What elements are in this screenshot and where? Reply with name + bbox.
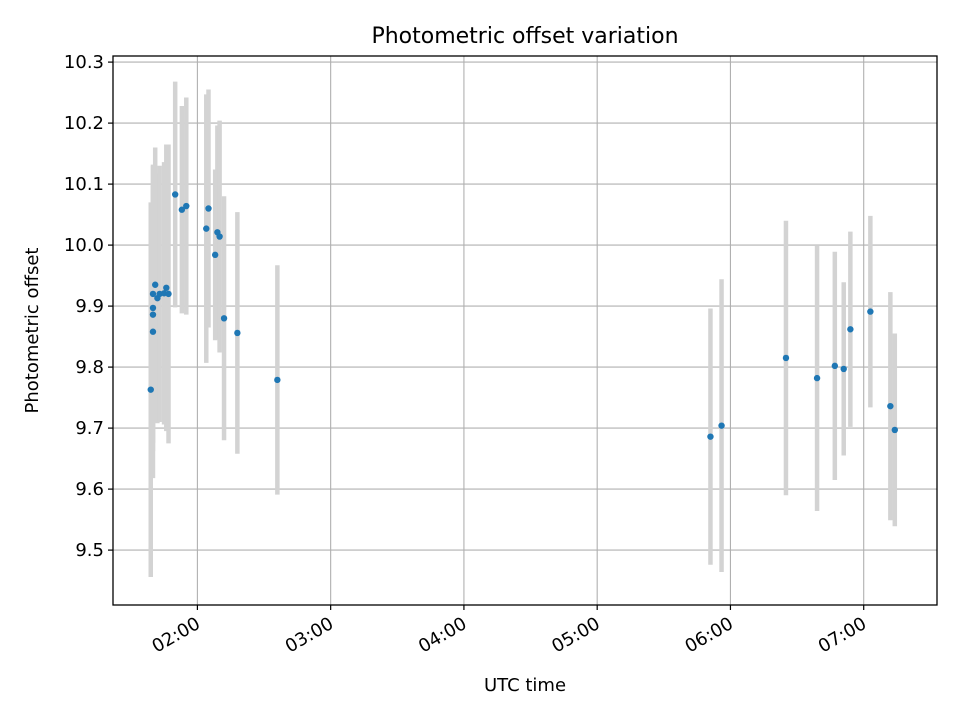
y-tick-label: 9.7 [75, 418, 104, 439]
data-point [149, 311, 157, 318]
y-tick-label: 9.6 [75, 479, 104, 500]
y-tick-label: 9.9 [75, 296, 104, 317]
data-point [183, 202, 190, 210]
data-point [163, 284, 170, 291]
y-tick-label: 10.1 [64, 174, 104, 195]
y-tick-label: 10.2 [64, 113, 104, 134]
data-point [707, 433, 714, 440]
data-point [840, 365, 847, 373]
y-tick-label: 10.0 [64, 235, 104, 256]
data-point [718, 422, 725, 429]
x-tick-label: 02:00 [148, 613, 203, 657]
y-tick-label: 10.3 [64, 52, 104, 73]
x-tick-label: 04:00 [415, 613, 470, 657]
data-point [847, 326, 854, 333]
data-point [274, 376, 281, 384]
x-tick-label: 05:00 [548, 613, 603, 657]
data-point [813, 374, 821, 382]
data-point [147, 386, 154, 393]
data-point [178, 206, 186, 213]
axis-ticks: 02:00 03:00 04:00 05:00 06:00 07:00 9.5 9.6 9.7 9… [64, 52, 870, 657]
y-axis-label: Photometric offset [22, 248, 43, 414]
data-point [211, 251, 219, 259]
y-tick-label: 9.5 [75, 540, 104, 561]
data-point [867, 308, 874, 315]
data-point [782, 354, 790, 362]
data-point [149, 290, 157, 298]
data-point [205, 205, 212, 212]
data-point [149, 328, 157, 335]
data-point [216, 233, 223, 240]
data-point [891, 426, 899, 434]
data-points [147, 191, 899, 440]
chart-title: Photometric offset variation [371, 24, 678, 49]
grid [113, 56, 937, 605]
data-point [203, 225, 210, 232]
x-axis-label: UTC time [484, 675, 566, 696]
x-tick-label: 06:00 [682, 613, 737, 657]
data-point [220, 315, 228, 322]
x-tick-label: 07:00 [815, 613, 870, 657]
error-bars [148, 81, 898, 577]
data-point [165, 290, 172, 298]
data-point [887, 402, 894, 410]
y-tick-label: 9.8 [75, 357, 104, 378]
data-point [831, 362, 839, 370]
data-point [149, 304, 157, 312]
data-point [234, 329, 241, 337]
plot-frame [112, 55, 938, 606]
x-tick-label: 03:00 [282, 613, 337, 657]
data-point [151, 281, 159, 288]
data-point [171, 191, 179, 198]
